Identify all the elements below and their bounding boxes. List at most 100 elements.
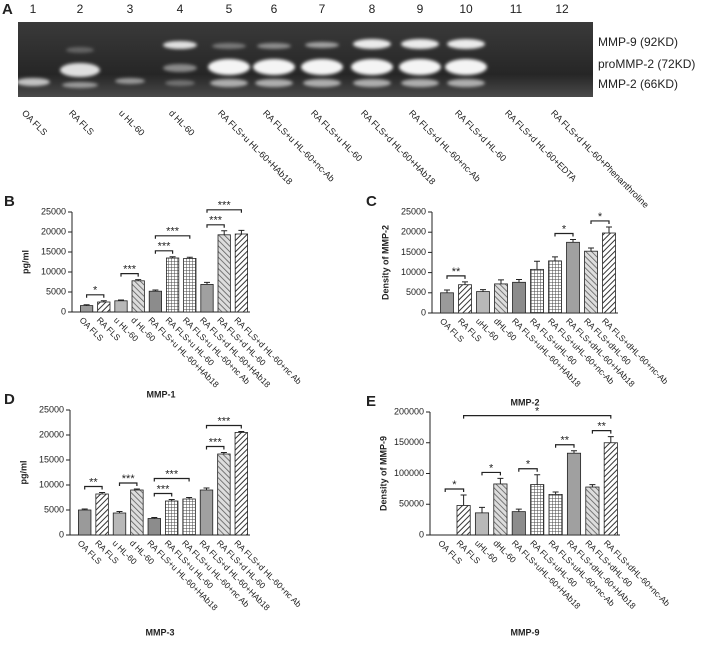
significance-bracket: [153, 477, 190, 482]
bar: [566, 241, 580, 314]
significance-bracket: [444, 488, 465, 493]
significance-label: ***: [165, 468, 179, 480]
error-bar: [589, 484, 596, 488]
significance-bracket: [554, 232, 574, 237]
bar: [474, 512, 490, 536]
significance-bracket: [555, 444, 575, 448]
error-bar: [480, 289, 486, 292]
y-tick-label: 150000: [394, 437, 424, 447]
error-bar: [220, 452, 227, 454]
significance-bracket: [118, 482, 138, 486]
significance-bracket: [84, 485, 103, 490]
significance-bracket: [205, 424, 242, 429]
lane-label: OA FLS: [20, 108, 49, 137]
bar: [602, 232, 616, 314]
panel-letter: A: [2, 1, 13, 18]
error-bar: [607, 436, 614, 443]
error-bar: [238, 431, 245, 433]
significance-bracket: [154, 250, 174, 254]
y-axis-title: Density of MMP-9: [378, 436, 388, 511]
y-tick-label: 0: [61, 306, 66, 316]
bar: [199, 489, 214, 536]
lane-number: 11: [510, 2, 523, 16]
bar: [130, 489, 144, 536]
significance-bracket: [518, 468, 538, 472]
y-tick-label: 20000: [41, 226, 66, 236]
bar: [112, 512, 127, 536]
bar: [585, 486, 600, 536]
panel-letter: B: [4, 193, 15, 210]
y-tick-label: 10000: [41, 266, 66, 276]
gel-panel: A: [2, 1, 593, 97]
error-bar: [168, 499, 175, 501]
significance-label: *: [526, 459, 531, 471]
y-tick-label: 25000: [401, 206, 426, 216]
significance-bracket: [463, 415, 612, 419]
error-bar: [606, 226, 612, 234]
y-tick-label: 20000: [401, 227, 426, 237]
bar: [440, 292, 454, 314]
y-tick-label: 25000: [41, 206, 66, 216]
bar: [511, 511, 526, 536]
significance-label: ***: [166, 226, 180, 238]
bar: [476, 291, 490, 314]
significance-label: *: [489, 462, 494, 474]
bar: [566, 452, 582, 536]
error-bar: [479, 506, 485, 513]
x-axis-title: MMP-2: [511, 397, 540, 407]
bar: [548, 260, 562, 314]
significance-bracket: [86, 294, 105, 298]
gel: [18, 22, 593, 97]
panel-letter: D: [4, 391, 15, 408]
lane-number: 3: [127, 2, 134, 16]
y-tick-label: 5000: [46, 286, 66, 296]
significance-bracket: [446, 275, 466, 279]
bar: [114, 300, 128, 313]
significance-label: ***: [218, 200, 232, 212]
y-tick-label: 10000: [401, 267, 426, 277]
bar: [530, 268, 544, 314]
error-bar: [133, 488, 140, 490]
lane-number: 9: [417, 2, 424, 16]
lane-number: 7: [319, 2, 326, 16]
y-tick-label: 15000: [39, 454, 64, 464]
y-tick-label: 20000: [39, 429, 64, 439]
significance-bracket: [591, 430, 612, 434]
significance-label: **: [561, 435, 570, 447]
bar: [80, 305, 94, 313]
significance-label: ***: [122, 473, 136, 485]
bar: [147, 518, 161, 536]
bar: [78, 509, 92, 536]
error-bar: [571, 450, 577, 454]
error-bar: [186, 256, 193, 259]
error-bar: [534, 474, 541, 485]
lane-number: 2: [77, 2, 84, 16]
lane-number: 1: [30, 2, 37, 16]
error-bar: [118, 299, 124, 301]
bar: [493, 483, 508, 536]
bar: [603, 442, 618, 536]
panel-letter: E: [366, 393, 376, 410]
significance-bracket: [206, 209, 242, 213]
significance-bracket: [153, 492, 173, 497]
significance-bracket: [120, 273, 139, 277]
y-tick-label: 200000: [394, 406, 424, 416]
significance-bracket: [205, 445, 225, 450]
bar: [165, 500, 179, 536]
error-bar: [116, 511, 123, 513]
y-tick-label: 0: [419, 529, 424, 539]
bar: [584, 250, 598, 314]
significance-bracket: [481, 471, 501, 476]
lane-number: 8: [369, 2, 376, 16]
lane-number: 6: [271, 2, 278, 16]
lane-label: RA FLS: [67, 108, 96, 137]
gel-bands: [16, 39, 487, 88]
lane-label: u HL-60: [117, 108, 147, 138]
bar: [458, 284, 472, 314]
error-bar: [221, 230, 228, 235]
bar: [95, 493, 109, 536]
significance-label: **: [452, 266, 461, 278]
bar: [217, 234, 231, 313]
bar: [148, 290, 162, 313]
error-bar: [552, 256, 558, 261]
